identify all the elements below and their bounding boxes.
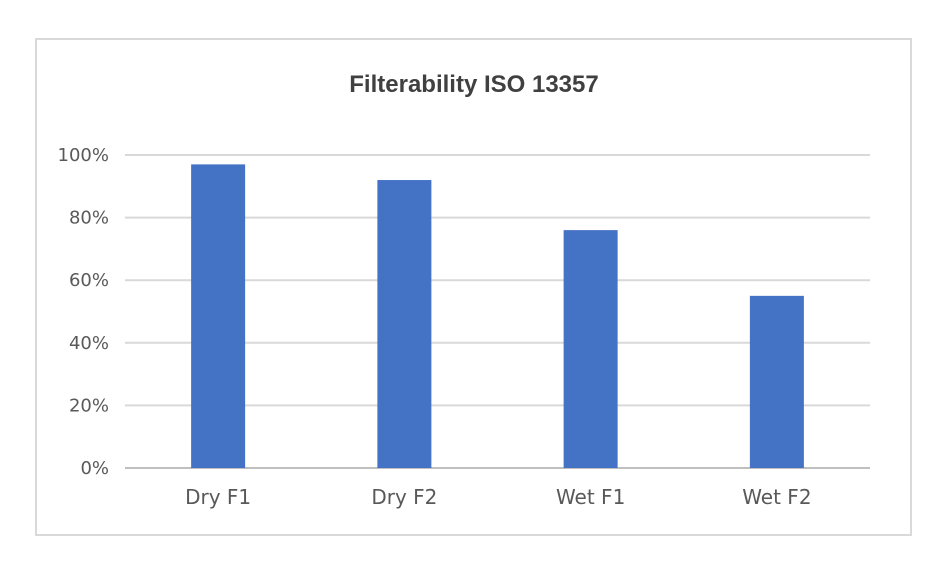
x-axis-categories: Dry F1 Dry F2 Wet F1 Wet F2 xyxy=(185,485,811,509)
y-tick-label: 20% xyxy=(69,395,109,416)
bar xyxy=(191,164,246,468)
y-axis-ticks: 0% 20% 40% 60% 80% 100% xyxy=(58,145,109,479)
bars xyxy=(191,164,804,469)
y-tick-label: 60% xyxy=(69,270,109,291)
x-category-label: Wet F1 xyxy=(556,485,625,509)
gridlines xyxy=(125,154,870,469)
x-category-label: Dry F2 xyxy=(371,485,437,509)
y-tick-label: 80% xyxy=(69,208,109,229)
chart-title: Filterability ISO 13357 xyxy=(349,71,598,98)
bar xyxy=(749,295,804,468)
x-category-label: Wet F2 xyxy=(742,485,811,509)
x-category-label: Dry F1 xyxy=(185,485,251,509)
y-tick-label: 40% xyxy=(69,333,109,354)
y-tick-label: 0% xyxy=(80,458,109,479)
bar xyxy=(377,180,432,469)
y-tick-label: 100% xyxy=(58,145,109,166)
bar xyxy=(563,230,618,468)
